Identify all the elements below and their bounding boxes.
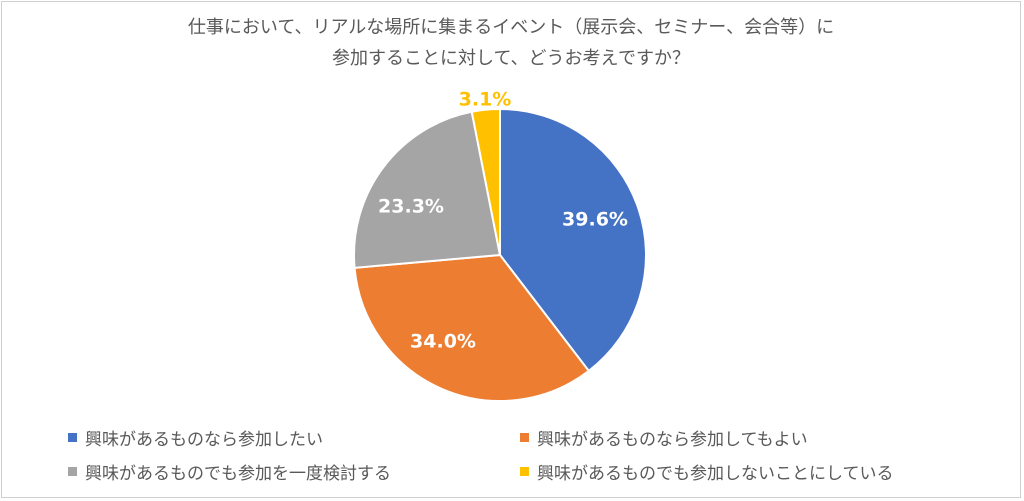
pie-slice-want-to-attend (499, 107, 647, 373)
pie-slice-consider-once (353, 110, 502, 269)
legend-swatch-not-attend (520, 467, 529, 476)
chart-title: 仕事において、リアルな場所に集まるイベント（展示会、セミナー、会合等）に 参加す… (0, 12, 1022, 74)
chart-title-line-1: 仕事において、リアルな場所に集まるイベント（展示会、セミナー、会合等）に (187, 17, 835, 38)
legend-label-consider-once: 興味があるものでも参加を一度検討する (85, 464, 391, 484)
legend-swatch-want-to-attend (68, 433, 77, 442)
legend-item-want-to-attend: 興味があるものなら参加したい (68, 425, 323, 450)
legend-label-want-to-attend: 興味があるものなら参加したい (85, 430, 323, 450)
legend-item-consider-once: 興味があるものでも参加を一度検討する (68, 459, 391, 484)
pie-data-labels: 39.6% 34.0% 23.3% 3.1% (378, 89, 628, 353)
data-label-not-attend: 3.1% (459, 89, 512, 111)
pie-slice-ok-to-attend (353, 253, 591, 402)
data-label-ok-to-attend: 34.0% (410, 331, 476, 353)
pie-slice-not-attend (470, 107, 501, 256)
legend-label-not-attend: 興味があるものでも参加しないことにしている (537, 464, 894, 484)
data-label-want-to-attend: 39.6% (562, 209, 628, 231)
legend-item-ok-to-attend: 興味があるものなら参加してもよい (520, 425, 808, 450)
legend-label-ok-to-attend: 興味があるものなら参加してもよい (537, 430, 808, 450)
pie-slices (353, 107, 647, 402)
data-label-consider-once: 23.3% (378, 196, 444, 218)
legend-swatch-ok-to-attend (520, 433, 529, 442)
legend-swatch-consider-once (68, 467, 77, 476)
chart-title-line-2: 参加することに対して、どうお考えですか？ (331, 48, 691, 69)
legend-item-not-attend: 興味があるものでも参加しないことにしている (520, 459, 894, 484)
